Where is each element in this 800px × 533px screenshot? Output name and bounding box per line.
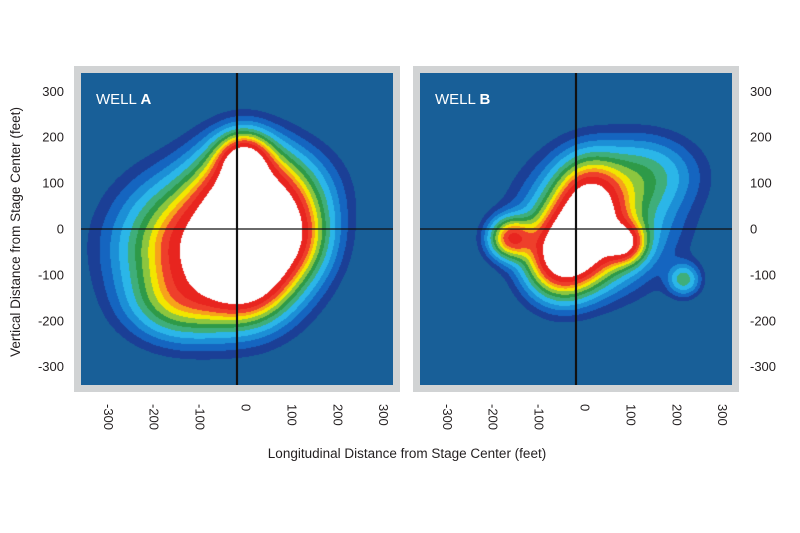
- panel-a-label-prefix: WELL: [96, 91, 137, 108]
- x-tick-label: 200: [330, 404, 345, 426]
- x-tick-label: -200: [486, 404, 501, 430]
- panel-b-label: WELL B: [435, 91, 490, 108]
- x-tick-label: -100: [532, 404, 547, 430]
- x-tick-label: 300: [376, 404, 391, 426]
- y-tick-label-left: -100: [38, 267, 64, 282]
- panel-a-label: WELL A: [96, 91, 151, 108]
- x-axis-ticks-panel-a: -300 -200 -100 0 100 200 300: [101, 404, 391, 430]
- panel-a-label-letter: A: [140, 91, 151, 108]
- y-tick-label-left: 0: [57, 222, 64, 237]
- y-tick-label-left: 300: [42, 84, 64, 99]
- panel-b-crosshair: [420, 73, 732, 385]
- y-tick-label-right: 300: [750, 84, 772, 99]
- y-tick-label-left: 100: [42, 176, 64, 191]
- x-tick-label: -200: [147, 404, 162, 430]
- panel-a-crosshair: [81, 73, 393, 385]
- panel-well-a: WELL A: [74, 66, 400, 392]
- y-tick-label-right: -300: [750, 359, 776, 374]
- y-tick-label-right: 100: [750, 176, 772, 191]
- y-axis-ticks-left: 300 200 100 0 -100 -200 -300: [38, 84, 64, 374]
- y-axis-ticks-right: 300 200 100 0 -100 -200 -300: [750, 84, 776, 374]
- y-tick-label-right: 200: [750, 130, 772, 145]
- x-tick-label: 200: [669, 404, 684, 426]
- x-tick-label: 0: [578, 404, 593, 411]
- panel-b-label-letter: B: [479, 91, 490, 108]
- y-tick-label-left: 200: [42, 130, 64, 145]
- x-tick-label: -100: [193, 404, 208, 430]
- x-tick-label: -300: [101, 404, 116, 430]
- x-tick-label: 0: [239, 404, 254, 411]
- y-tick-label-right: 0: [750, 222, 757, 237]
- panel-well-b: WELL B: [413, 66, 739, 392]
- x-axis-title: Longitudinal Distance from Stage Center …: [268, 446, 546, 461]
- x-tick-label: 300: [715, 404, 730, 426]
- y-tick-label-left: -300: [38, 359, 64, 374]
- x-tick-label: 100: [284, 404, 299, 426]
- panel-b-label-prefix: WELL: [435, 91, 476, 108]
- x-axis-ticks-panel-b: -300 -200 -100 0 100 200 300: [440, 404, 730, 430]
- y-tick-label-right: -100: [750, 267, 776, 282]
- x-tick-label: 100: [623, 404, 638, 426]
- x-tick-label: -300: [440, 404, 455, 430]
- y-tick-label-right: -200: [750, 313, 776, 328]
- y-axis-title: Vertical Distance from Stage Center (fee…: [8, 107, 23, 357]
- y-tick-label-left: -200: [38, 313, 64, 328]
